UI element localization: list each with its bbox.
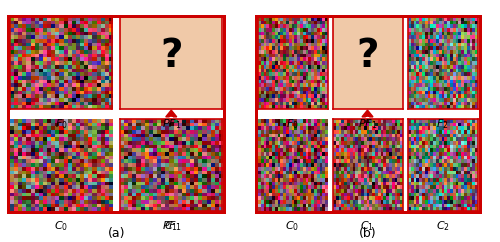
Text: (a): (a) [108, 227, 125, 240]
Text: $C_0$: $C_0$ [286, 219, 300, 233]
Text: $PF_1$: $PF_1$ [162, 219, 181, 233]
Text: ?: ? [356, 37, 379, 75]
Text: (b): (b) [358, 227, 376, 240]
Text: ?: ? [160, 37, 182, 75]
Text: $C_1$: $C_1$ [360, 219, 374, 233]
Text: $PF_1$: $PF_1$ [162, 117, 181, 131]
Text: $F_0$: $F_0$ [55, 117, 68, 131]
Text: $F_0$: $F_0$ [286, 117, 299, 131]
Text: $F_2$: $F_2$ [436, 117, 449, 131]
Text: $PF_1$: $PF_1$ [358, 117, 377, 131]
Text: $C_1$: $C_1$ [164, 219, 178, 233]
Text: $C_2$: $C_2$ [436, 219, 450, 233]
Text: $C_0$: $C_0$ [54, 219, 68, 233]
